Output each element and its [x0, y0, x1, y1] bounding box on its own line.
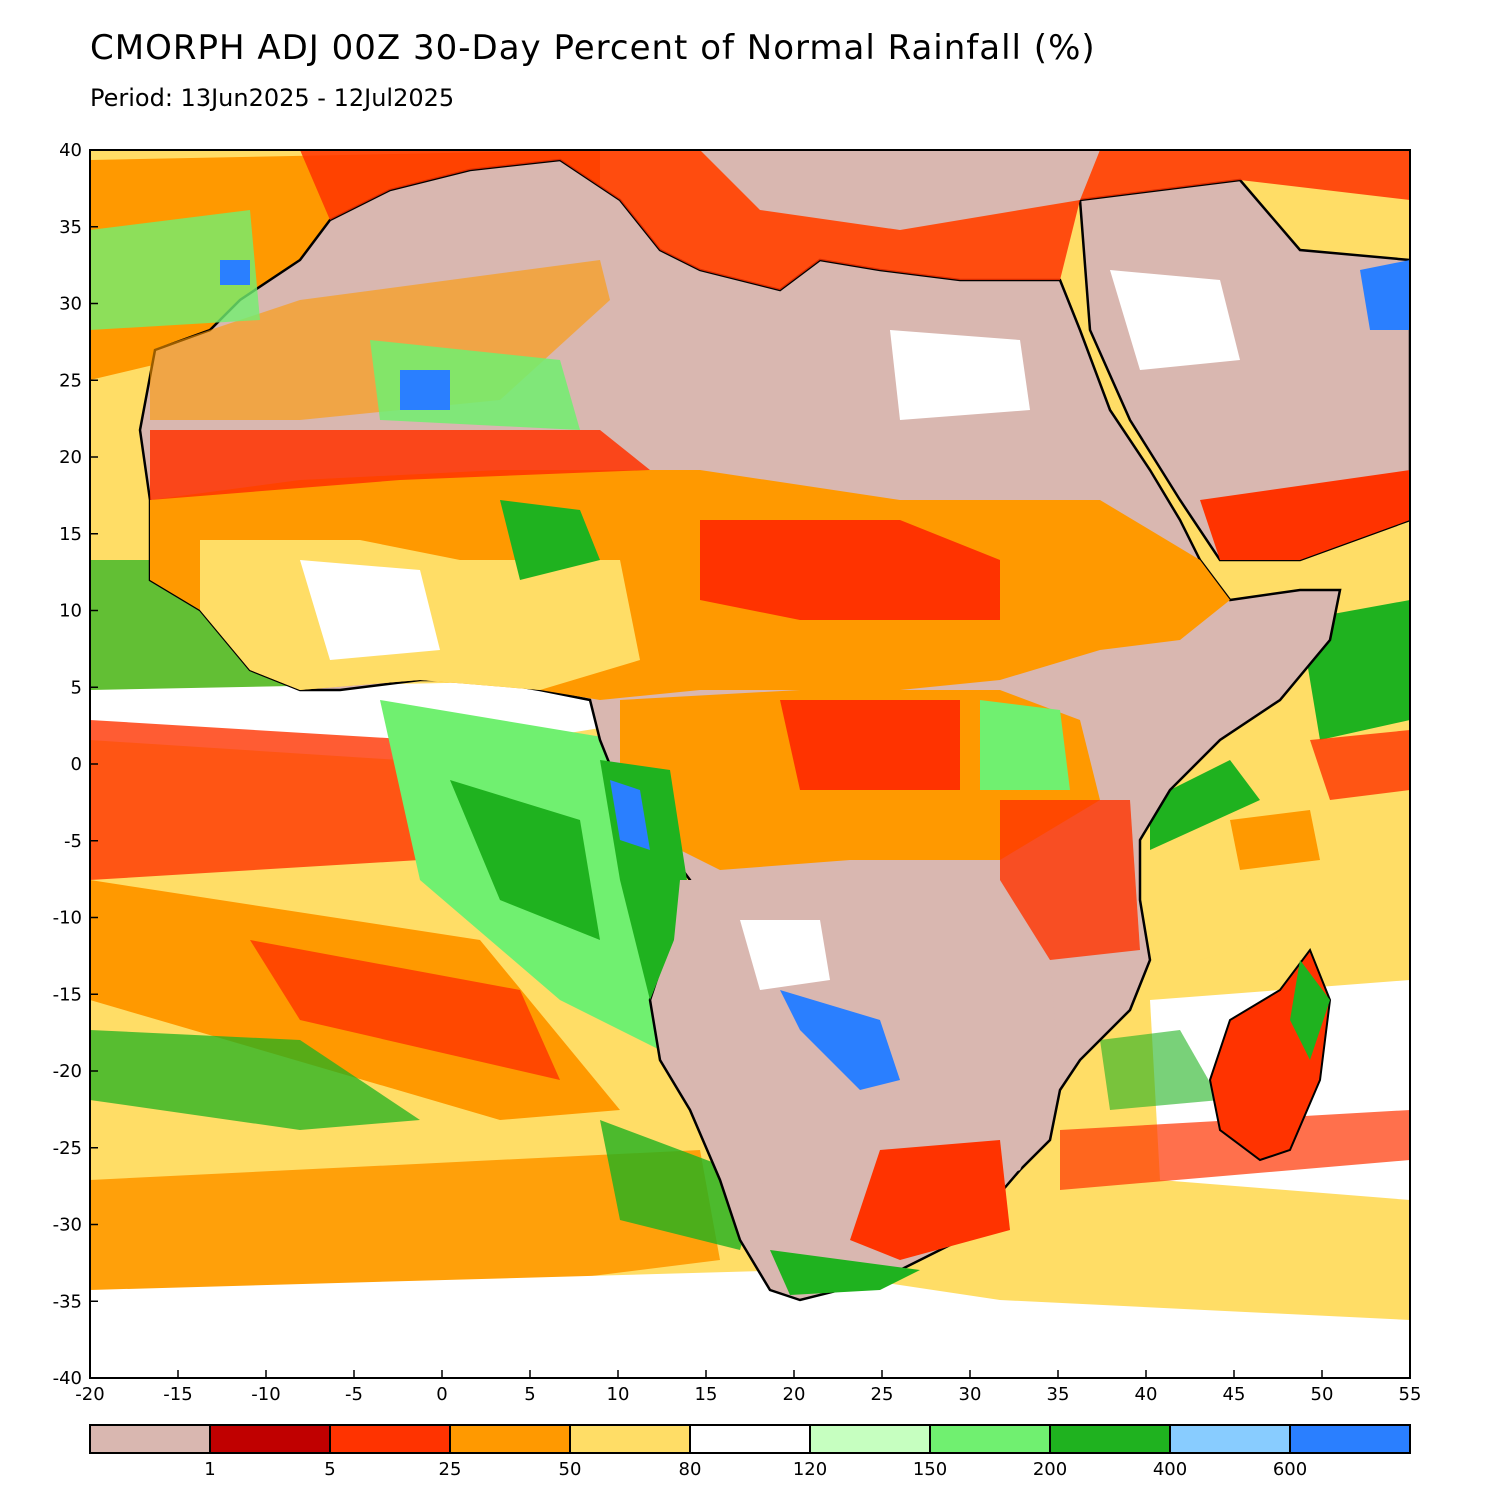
y-tick-label: 5: [71, 677, 82, 698]
legend-swatch: [89, 1424, 211, 1454]
y-tick-label: 10: [59, 601, 82, 622]
y-tick-label: -25: [53, 1138, 82, 1159]
y-tick-label: 35: [59, 217, 82, 238]
legend-swatch: [329, 1424, 451, 1454]
ocean-band-dry-south: [250, 940, 560, 1080]
y-tick-label: 40: [59, 140, 82, 161]
legend-swatch: [689, 1424, 811, 1454]
ocean-band-far-south: [90, 1270, 1410, 1378]
x-tick-label: 30: [959, 1384, 982, 1405]
indian-ocean-patch: [1230, 810, 1320, 870]
mediterranean-dry: [700, 150, 1100, 230]
legend-swatch: [449, 1424, 571, 1454]
x-tick-label: 15: [695, 1384, 718, 1405]
ocean-band-wet-sw: [90, 1030, 420, 1130]
indian-ocean-dry-band: [1060, 1110, 1410, 1190]
arabia-white: [1110, 270, 1240, 370]
sahara-very-wet: [400, 370, 450, 410]
colorbar-legend: 1 5 25 50 80 120 150 200 400 600: [89, 1424, 1411, 1480]
y-tick-label: 30: [59, 294, 82, 315]
legend-label: 150: [913, 1459, 947, 1480]
ocean-band-cape-wet: [600, 1120, 760, 1250]
angola-white: [740, 920, 830, 990]
legend-swatch: [809, 1424, 931, 1454]
legend-swatch: [929, 1424, 1051, 1454]
okavango-very-wet: [780, 990, 900, 1090]
legend-label: 80: [679, 1459, 702, 1480]
gabon-coast-very-wet: [610, 780, 650, 850]
atlantic-nw-wet: [90, 210, 260, 330]
rainfall-field: [90, 150, 1410, 1378]
sudan-dry: [700, 520, 1000, 620]
gulf-wet: [1360, 260, 1410, 330]
x-tick-label: 55: [1399, 1384, 1422, 1405]
x-tick-label: -5: [345, 1384, 363, 1405]
y-tick-label: -15: [53, 984, 82, 1005]
x-tick-label: -10: [251, 1384, 280, 1405]
x-tick-label: -15: [163, 1384, 192, 1405]
x-tick-label: 50: [1311, 1384, 1334, 1405]
y-tick-label: -30: [53, 1215, 82, 1236]
tanzania-dry: [1000, 800, 1140, 960]
x-tick-label: 5: [524, 1384, 535, 1405]
legend-label: 600: [1273, 1459, 1307, 1480]
legend-label: 25: [439, 1459, 462, 1480]
y-tick-label: 20: [59, 447, 82, 468]
legend-label: 200: [1033, 1459, 1067, 1480]
madagascar-east-wet: [1290, 960, 1330, 1060]
x-tick-label: 40: [1135, 1384, 1158, 1405]
niger-wet: [500, 500, 600, 580]
x-tick-label: 10: [607, 1384, 630, 1405]
x-tick-label: -20: [75, 1384, 104, 1405]
y-axis: 40 35 30 25 20 15 10 5 0 -5 -10 -15 -20 -25 -30 -35 -40: [53, 140, 98, 1389]
ocean-band-south-atl: [90, 1150, 720, 1300]
uganda-wet: [980, 700, 1070, 790]
legend-label: 1: [204, 1459, 215, 1480]
x-tick-label: 20: [783, 1384, 806, 1405]
legend-swatch: [569, 1424, 691, 1454]
y-tick-label: -35: [53, 1291, 82, 1312]
ocean-band-wet-core: [450, 780, 600, 940]
west-africa-white: [300, 560, 440, 660]
mozambique-channel-wet: [1100, 1030, 1220, 1110]
legend-label: 5: [324, 1459, 335, 1480]
legend-swatch: [1289, 1424, 1411, 1454]
x-tick-label: 45: [1223, 1384, 1246, 1405]
x-tick-label: 0: [436, 1384, 447, 1405]
y-tick-label: 15: [59, 524, 82, 545]
legend-swatch: [209, 1424, 331, 1454]
y-tick-label: -40: [53, 1368, 82, 1389]
y-tick-label: -10: [53, 908, 82, 929]
legend-swatch: [1049, 1424, 1171, 1454]
congo-dry: [780, 700, 960, 790]
legend-swatch: [1169, 1424, 1291, 1454]
legend-label: 120: [793, 1459, 827, 1480]
atlantic-nw-very-wet: [220, 260, 250, 285]
cape-south-wet: [770, 1250, 920, 1295]
yemen-dry: [1200, 470, 1410, 560]
y-tick-label: 0: [71, 754, 82, 775]
egypt-white: [890, 330, 1030, 420]
x-axis: -20 -15 -10 -5 0 5 10 15 20 25 30 35 40 45 50 55: [75, 1370, 1421, 1405]
y-tick-label: -20: [53, 1061, 82, 1082]
map-title: CMORPH ADJ 00Z 30-Day Percent of Normal …: [90, 28, 1096, 68]
y-tick-label: 25: [59, 370, 82, 391]
ocean-band-dry-equator: [90, 720, 420, 880]
coastal-wet-east: [1150, 760, 1260, 850]
legend-label: 400: [1153, 1459, 1187, 1480]
indian-ocean-dry: [1310, 730, 1410, 800]
y-tick-label: -5: [64, 831, 82, 852]
period-subtitle: Period: 13Jun2025 - 12Jul2025: [90, 84, 455, 112]
south-africa-dry: [850, 1140, 1010, 1260]
x-tick-label: 25: [871, 1384, 894, 1405]
x-tick-label: 35: [1047, 1384, 1070, 1405]
sahara-south-edge: [150, 430, 650, 500]
legend-label: 50: [559, 1459, 582, 1480]
